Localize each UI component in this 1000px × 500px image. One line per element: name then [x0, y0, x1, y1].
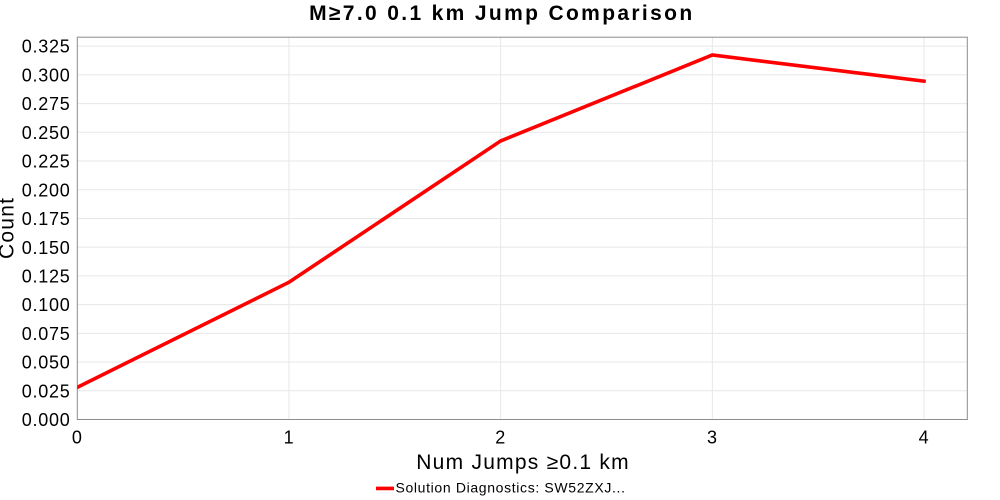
svg-text:Count: Count	[0, 197, 19, 259]
svg-text:Num Jumps ≥0.1 km: Num Jumps ≥0.1 km	[416, 451, 630, 474]
svg-text:1: 1	[284, 427, 295, 447]
svg-text:0.200: 0.200	[22, 180, 71, 200]
svg-text:Solution Diagnostics: SW52ZXJ.: Solution Diagnostics: SW52ZXJ...	[396, 480, 626, 496]
svg-text:M≥7.0 0.1 km Jump Comparison: M≥7.0 0.1 km Jump Comparison	[309, 2, 694, 25]
svg-text:0.225: 0.225	[22, 152, 71, 172]
svg-text:0.275: 0.275	[22, 94, 71, 114]
svg-text:0.075: 0.075	[22, 324, 71, 344]
svg-text:0.025: 0.025	[22, 381, 71, 401]
svg-text:0.125: 0.125	[22, 267, 71, 287]
svg-text:0: 0	[72, 427, 83, 447]
svg-text:0.000: 0.000	[22, 410, 71, 430]
svg-text:0.150: 0.150	[22, 238, 71, 258]
svg-text:0.325: 0.325	[22, 37, 71, 57]
svg-text:4: 4	[919, 427, 930, 447]
svg-text:2: 2	[495, 427, 506, 447]
svg-text:0.300: 0.300	[22, 65, 71, 85]
svg-text:0.100: 0.100	[22, 295, 71, 315]
svg-text:0.050: 0.050	[22, 353, 71, 373]
svg-text:0.250: 0.250	[22, 123, 71, 143]
svg-text:3: 3	[707, 427, 718, 447]
svg-text:0.175: 0.175	[22, 209, 71, 229]
